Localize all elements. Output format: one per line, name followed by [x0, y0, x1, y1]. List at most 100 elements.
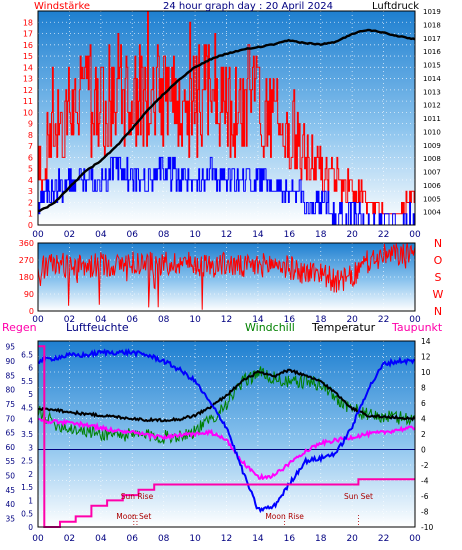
compass-tick-label: N	[434, 237, 442, 250]
pressure-y-tick-label: 1009	[423, 142, 441, 150]
panel2-x-tick-label: 00	[409, 315, 421, 325]
wind-y-tick-label: 11	[23, 97, 33, 106]
header-left-label: Windstärke	[34, 1, 90, 12]
compass-tick-label: O	[434, 254, 443, 267]
humidity-series	[37, 348, 416, 514]
panel2-x-tick-label: 04	[95, 315, 107, 325]
compass-tick-label: N	[434, 305, 442, 318]
humidity-y-tick-label: 85	[5, 371, 15, 380]
panel3-x-tick-label: 00	[409, 534, 421, 544]
panel2-x-tick-label: 16	[284, 315, 296, 325]
pressure-y-tick-label: 1013	[423, 88, 441, 96]
pressure-y-tick-label: 1019	[423, 8, 441, 16]
humidity-y-tick-label: 35	[5, 514, 15, 523]
panel1-x-tick-label: 22	[378, 230, 389, 240]
astro-label: Moon Set	[116, 512, 151, 521]
panel1-x-tick-label: 16	[284, 230, 296, 240]
pressure-y-tick-label: 1010	[423, 128, 441, 136]
temperature-y-tick-label: -10	[421, 523, 433, 532]
rain-y-tick-label: 4	[28, 417, 33, 426]
panel2-x-tick-label: 02	[64, 315, 75, 325]
direction-y-tick-label: 360	[19, 239, 34, 248]
astro-label: Moon Rise	[265, 512, 304, 521]
pressure-y-tick-label: 1005	[423, 195, 441, 203]
wind-y-tick-label: 7	[28, 142, 33, 151]
pressure-y-tick-label: 1018	[423, 21, 441, 29]
humidity-y-tick-label: 60	[5, 443, 15, 452]
pressure-series	[37, 28, 416, 213]
panel2-x-tick-label: 00	[32, 315, 44, 325]
wind-y-tick-label: 0	[28, 221, 33, 230]
wind-y-tick-label: 15	[23, 52, 33, 61]
panel1-x-tick-label: 12	[221, 230, 232, 240]
temperature-y-tick-label: 10	[421, 368, 431, 377]
temperature-y-tick-label: 2	[421, 430, 426, 439]
wind-y-tick-label: 13	[23, 75, 33, 84]
pressure-y-tick-label: 1012	[423, 102, 441, 110]
humidity-y-tick-label: 90	[5, 357, 15, 366]
pressure-y-tick-label: 1011	[423, 115, 441, 123]
panel1-x-tick-label: 04	[95, 230, 107, 240]
panel1-frame	[37, 10, 416, 226]
temperature-y-tick-label: 4	[421, 415, 426, 424]
wind-y-tick-label: 5	[28, 165, 33, 174]
temperature-series	[37, 368, 416, 423]
panel2-x-tick-label: 06	[127, 315, 139, 325]
wind-y-tick-label: 4	[28, 176, 33, 185]
direction-y-tick-label: 0	[29, 307, 34, 316]
pressure-y-tick-label: 1016	[423, 48, 441, 56]
panel3-x-tick-label: 06	[127, 534, 139, 544]
humidity-y-tick-label: 75	[5, 400, 15, 409]
humidity-y-tick-label: 65	[5, 429, 15, 438]
pressure-y-tick-label: 1015	[423, 62, 441, 70]
wind-y-tick-label: 12	[23, 86, 33, 95]
panel3-x-tick-label: 02	[64, 534, 75, 544]
panel2-x-tick-label: 12	[221, 315, 232, 325]
legend-regen: Regen	[2, 321, 37, 334]
temperature-y-tick-label: -8	[421, 508, 429, 517]
pressure-y-tick-label: 1008	[423, 155, 441, 163]
dewpoint-series	[38, 418, 416, 481]
wind-direction-series	[37, 242, 416, 310]
panel2-x-tick-label: 22	[378, 315, 389, 325]
temperature-y-tick-label: 6	[421, 399, 426, 408]
temperature-y-tick-label: 8	[421, 384, 426, 393]
humidity-y-tick-label: 80	[5, 386, 15, 395]
wind-y-tick-label: 3	[28, 187, 33, 196]
panel1-x-tick-label: 18	[315, 230, 327, 240]
temperature-y-tick-label: 0	[421, 446, 426, 455]
temperature-y-tick-label: 12	[421, 353, 431, 362]
wind-y-tick-label: 14	[23, 63, 33, 72]
panel1-x-tick-label: 00	[32, 230, 44, 240]
rain-y-tick-label: 5.5	[21, 377, 33, 386]
panel2-x-tick-label: 14	[252, 315, 264, 325]
panel3-frame	[37, 340, 416, 528]
panel1-x-tick-label: 02	[64, 230, 75, 240]
panel2-x-tick-label: 18	[315, 315, 327, 325]
legend-luftfeuchte: Luftfeuchte	[66, 321, 129, 334]
humidity-y-tick-label: 55	[5, 457, 15, 466]
rain-y-tick-label: 2.5	[21, 457, 33, 466]
compass-tick-label: W	[433, 288, 444, 301]
legend-temperatur: Temperatur	[311, 321, 376, 334]
panel2-x-tick-label: 10	[189, 315, 201, 325]
humidity-y-tick-label: 40	[5, 500, 15, 509]
compass-tick-label: S	[435, 271, 442, 284]
wind-y-tick-label: 10	[23, 108, 33, 117]
astro-label: Sun Set	[344, 492, 373, 501]
astro-label: Sun Rise	[121, 492, 154, 501]
pressure-y-tick-label: 1017	[423, 35, 441, 43]
header-right-label: Luftdruck	[372, 1, 419, 12]
header-title: 24 hour graph day : 20 April 2024	[163, 1, 333, 12]
humidity-y-tick-label: 95	[5, 343, 15, 352]
pressure-y-tick-label: 1007	[423, 169, 441, 177]
wind-y-tick-label: 16	[23, 41, 33, 50]
rain-y-tick-label: 4.5	[21, 403, 33, 412]
pressure-y-tick-label: 1004	[423, 209, 441, 217]
panel3-x-tick-label: 10	[189, 534, 201, 544]
wind-y-tick-label: 6	[28, 153, 33, 162]
rain-series	[38, 345, 415, 528]
